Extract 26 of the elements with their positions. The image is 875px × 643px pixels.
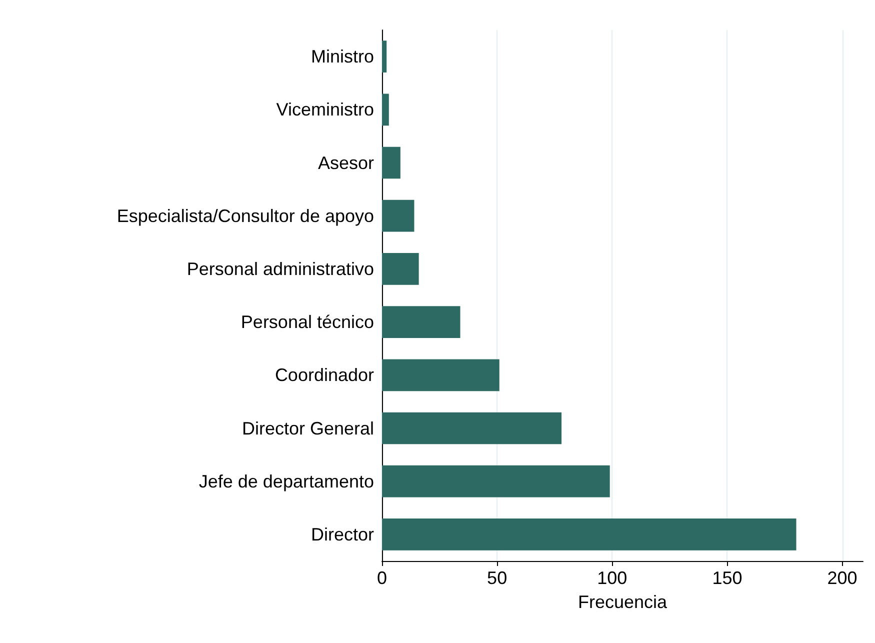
y-tick-label: Especialista/Consultor de apoyo: [116, 206, 374, 226]
x-tick-label: 150: [712, 568, 742, 588]
y-tick-label: Personal técnico: [240, 312, 374, 332]
bar: [382, 94, 389, 126]
bar: [382, 200, 414, 232]
bar: [382, 146, 400, 179]
bar: [382, 306, 460, 338]
y-tick-label: Ministro: [310, 46, 374, 67]
bar: [382, 518, 796, 550]
y-tick-label: Director General: [242, 418, 374, 438]
bar: [382, 359, 500, 392]
x-tick-label: 100: [597, 568, 628, 588]
y-tick-label: Jefe de departamento: [198, 471, 374, 492]
bar: [382, 40, 387, 72]
bar: [382, 253, 419, 285]
y-tick-label: Director: [310, 524, 374, 544]
bar: [382, 412, 562, 444]
y-tick-label: Asesor: [318, 152, 374, 173]
y-tick-label: Coordinador: [274, 365, 374, 386]
x-axis-title: Frecuencia: [578, 592, 668, 612]
x-tick-label: 0: [376, 568, 388, 588]
y-tick-label: Personal administrativo: [186, 258, 374, 279]
y-tick-label: Viceministro: [276, 100, 374, 120]
x-tick-label: 50: [487, 568, 508, 588]
x-tick-label: 200: [827, 568, 858, 588]
bar: [382, 465, 610, 498]
